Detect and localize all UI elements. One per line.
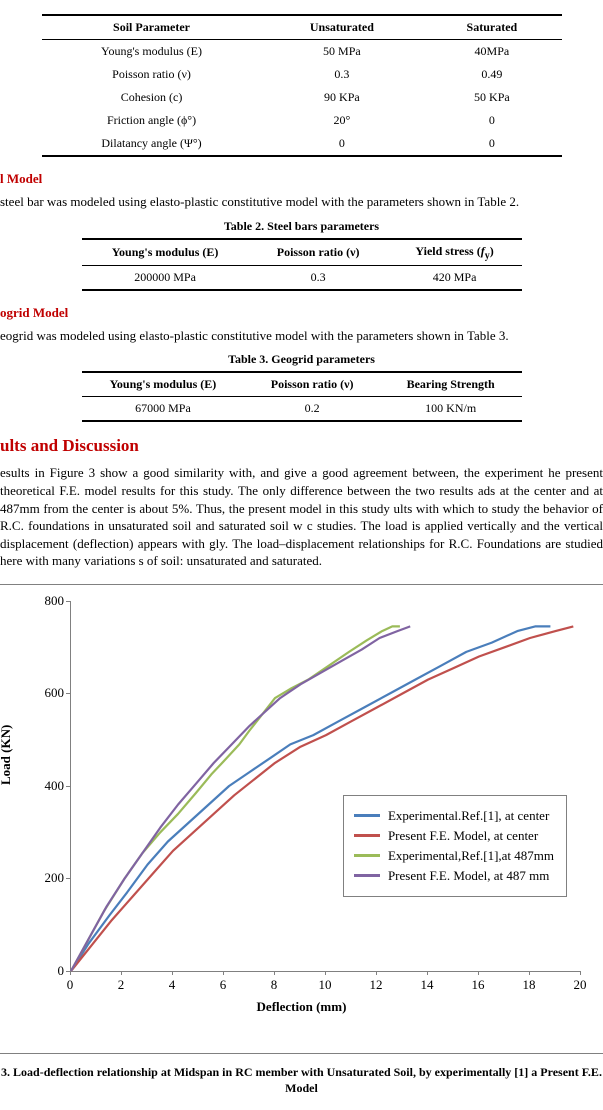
table-row: Young's modulus (E)50 MPa40MPa bbox=[42, 40, 562, 64]
chart-lines bbox=[71, 601, 581, 971]
legend-item: Present F.E. Model, at center bbox=[354, 828, 554, 844]
y-tick-label: 200 bbox=[36, 870, 64, 886]
col-header: Unsaturated bbox=[262, 15, 423, 40]
x-tick-label: 18 bbox=[523, 977, 536, 993]
legend-swatch bbox=[354, 874, 380, 877]
col-header: Young's modulus (E) bbox=[82, 239, 249, 266]
x-tick-label: 14 bbox=[421, 977, 434, 993]
table-header-row: Young's modulus (E) Poisson ratio (ν) Be… bbox=[82, 372, 522, 397]
col-header: Saturated bbox=[422, 15, 561, 40]
legend-item: Experimental.Ref.[1], at center bbox=[354, 808, 554, 824]
col-header: Soil Parameter bbox=[42, 15, 262, 40]
x-tick-label: 10 bbox=[319, 977, 332, 993]
results-paragraph: esults in Figure 3 show a good similarit… bbox=[0, 464, 603, 569]
col-header: Poisson ratio (ν) bbox=[244, 372, 379, 397]
x-tick-label: 20 bbox=[574, 977, 587, 993]
table-row: 200000 MPa0.3420 MPa bbox=[82, 265, 522, 290]
table-header-row: Soil Parameter Unsaturated Saturated bbox=[42, 15, 562, 40]
legend-label: Experimental.Ref.[1], at center bbox=[388, 808, 549, 824]
table-row: Cohesion (c)90 KPa50 KPa bbox=[42, 86, 562, 109]
plot-area bbox=[70, 601, 581, 972]
geogrid-heading: ogrid Model bbox=[0, 305, 603, 321]
x-tick-label: 16 bbox=[472, 977, 485, 993]
y-tick-label: 400 bbox=[36, 778, 64, 794]
y-tick-label: 600 bbox=[36, 685, 64, 701]
table-row: Poisson ratio (ν)0.30.49 bbox=[42, 63, 562, 86]
x-axis-label: Deflection (mm) bbox=[0, 999, 603, 1015]
legend-item: Experimental,Ref.[1],at 487mm bbox=[354, 848, 554, 864]
x-tick-label: 8 bbox=[271, 977, 278, 993]
table-header-row: Young's modulus (E) Poisson ratio (ν) Yi… bbox=[82, 239, 522, 266]
chart-legend: Experimental.Ref.[1], at center Present F… bbox=[343, 795, 567, 897]
col-header: Young's modulus (E) bbox=[82, 372, 245, 397]
legend-label: Experimental,Ref.[1],at 487mm bbox=[388, 848, 554, 864]
col-header: Poisson ratio (ν) bbox=[249, 239, 388, 266]
col-header: Yield stress (fy) bbox=[388, 239, 522, 266]
legend-swatch bbox=[354, 834, 380, 837]
legend-label: Present F.E. Model, at center bbox=[388, 828, 538, 844]
y-axis-label: Load (KN) bbox=[0, 724, 14, 784]
geogrid-paragraph: eogrid was modeled using elasto-plastic … bbox=[0, 327, 603, 345]
geogrid-parameters-table: Young's modulus (E) Poisson ratio (ν) Be… bbox=[82, 371, 522, 422]
steel-heading: l Model bbox=[0, 171, 603, 187]
table2-caption: Table 2. Steel bars parameters bbox=[0, 219, 603, 234]
table-row: Friction angle (ϕ°)20°0 bbox=[42, 109, 562, 132]
table-row: Dilatancy angle (Ψ°)00 bbox=[42, 132, 562, 156]
steel-parameters-table: Young's modulus (E) Poisson ratio (ν) Yi… bbox=[82, 238, 522, 291]
x-tick-label: 0 bbox=[67, 977, 74, 993]
legend-label: Present F.E. Model, at 487 mm bbox=[388, 868, 549, 884]
results-heading: ults and Discussion bbox=[0, 436, 603, 456]
col-header: Bearing Strength bbox=[380, 372, 522, 397]
table3-caption: Table 3. Geogrid parameters bbox=[0, 352, 603, 367]
y-tick-label: 0 bbox=[36, 963, 64, 979]
x-tick-label: 4 bbox=[169, 977, 176, 993]
table-row: 67000 MPa0.2100 KN/m bbox=[82, 397, 522, 422]
legend-swatch bbox=[354, 854, 380, 857]
legend-swatch bbox=[354, 814, 380, 817]
y-tick-label: 800 bbox=[36, 593, 64, 609]
x-tick-label: 6 bbox=[220, 977, 227, 993]
x-tick-label: 2 bbox=[118, 977, 125, 993]
figure-caption: 3. Load-deflection relationship at Midsp… bbox=[0, 1064, 603, 1096]
steel-paragraph: steel bar was modeled using elasto-plast… bbox=[0, 193, 603, 211]
legend-item: Present F.E. Model, at 487 mm bbox=[354, 868, 554, 884]
soil-parameters-table: Soil Parameter Unsaturated Saturated You… bbox=[42, 14, 562, 157]
x-tick-label: 12 bbox=[370, 977, 383, 993]
load-deflection-chart: Load (KN) Experimental.Ref.[1], at cente… bbox=[0, 584, 603, 1054]
